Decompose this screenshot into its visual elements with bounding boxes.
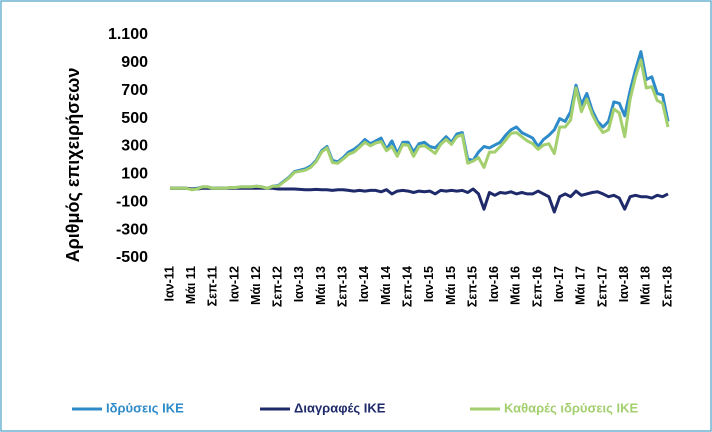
line-series [170,58,670,192]
y-tick-label: -300 [116,221,148,238]
x-tick-label: Ιαν-13 [292,266,306,302]
x-tick-label: Ιαν-18 [617,266,631,302]
x-tick-label: Μάι 12 [249,266,263,305]
y-tick-label: -500 [116,249,148,266]
legend-label: Διαγραφές ΙΚΕ [294,400,386,415]
x-tick-label: Σεπ-15 [465,266,479,307]
x-tick-label: Μάι 18 [639,266,653,305]
x-tick-label: Μάι 15 [444,266,458,305]
legend-label: Καθαρές ιδρύσεις ΙΚΕ [504,400,639,415]
x-tick-label: Ιαν-12 [227,266,241,302]
x-tick-label: Ιαν-17 [552,266,566,302]
y-tick-label: 1.100 [108,26,148,43]
x-tick-label: Μάι 16 [509,266,523,305]
x-tick-label: Σεπ-17 [595,266,609,307]
x-tick-label: Μάι 17 [574,266,588,305]
x-tick-label: Σεπ-11 [206,266,220,306]
y-tick-label: 900 [121,54,148,71]
x-tick-label: Ιαν-16 [487,266,501,302]
x-tick-label: Ιαν-11 [162,266,176,302]
y-tick-label: -100 [116,193,148,210]
x-tick-label: Ιαν-14 [357,266,371,302]
x-tick-label: Μάι 14 [379,266,393,305]
x-tick-label: Μάι 11 [184,266,198,304]
x-tick-label: Ιαν-15 [422,266,436,302]
y-tick-label: 100 [121,166,148,183]
legend-label: Ιδρύσεις ΙΚΕ [106,400,184,415]
x-tick-label: Σεπ-18 [660,266,674,307]
x-tick-label: Σεπ-12 [271,266,285,307]
y-axis-title: Αριθμός επιχειρήσεων [63,68,83,263]
y-tick-label: 500 [121,110,148,127]
x-tick-label: Μάι 13 [314,266,328,305]
y-tick-label: 700 [121,82,148,99]
y-tick-label: 300 [121,138,148,155]
x-tick-label: Σεπ-16 [530,266,544,307]
line-series [170,186,669,214]
x-tick-label: Σεπ-13 [336,266,350,307]
x-tick-label: Σεπ-14 [400,266,414,307]
